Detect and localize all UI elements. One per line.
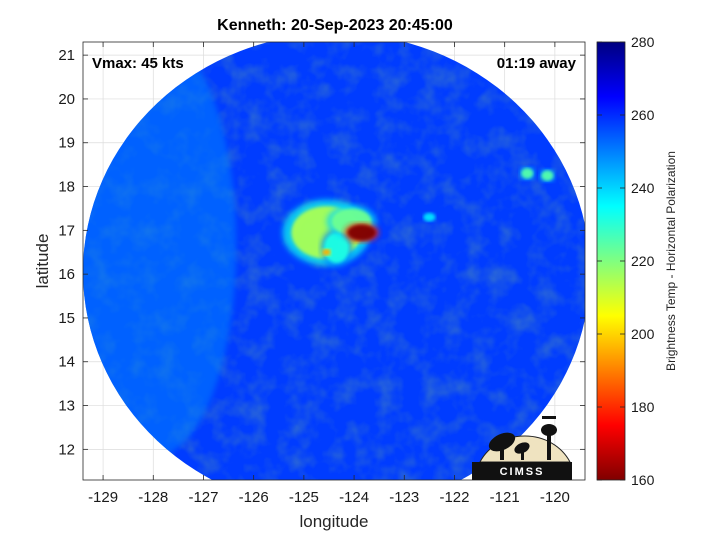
y-tick-label-3: 15 [58, 310, 75, 327]
storm-feature-3 [344, 222, 380, 243]
y-axis-label: latitude [33, 234, 52, 289]
x-tick-label-7: -122 [439, 489, 469, 506]
x-tick-label-3: -126 [239, 489, 269, 506]
colorbar: 160 180 200 220 240 260 280 Brightness Temp - … [596, 34, 678, 488]
y-tick-label-5: 17 [58, 222, 75, 239]
vmax-annotation: Vmax: 45 kts [92, 55, 184, 72]
cimss-logo: CIMSS [472, 416, 572, 480]
x-tick-label-8: -121 [490, 489, 520, 506]
colorbar-tick-label-6: 280 [631, 34, 655, 50]
y-tick-label-9: 21 [58, 47, 75, 64]
x-tick-label-4: -125 [289, 489, 319, 506]
colorbar-tick-label-0: 160 [631, 472, 655, 488]
storm-feature-7 [421, 211, 437, 223]
x-axis: -129 -128 -127 -126 -125 -124 -123 -122 -121 -120 [88, 42, 570, 506]
y-axis: 12 13 14 15 16 17 18 19 20 21 [58, 47, 585, 458]
x-tick-label-0: -129 [88, 489, 118, 506]
chart-title: Kenneth: 20-Sep-2023 20:45:00 [217, 17, 453, 34]
y-tick-label-4: 16 [58, 266, 75, 283]
storm-feature-6 [539, 169, 555, 183]
colorbar-tick-label-1: 180 [631, 399, 655, 415]
colorbar-tick-label-5: 260 [631, 107, 655, 123]
storm-feature-4 [321, 248, 332, 257]
x-tick-label-9: -120 [540, 489, 570, 506]
y-tick-label-0: 12 [58, 441, 75, 458]
storm-features [282, 166, 555, 268]
colorbar-label: Brightness Temp - Horizontal Polarizatio… [664, 151, 678, 371]
y-tick-label-2: 14 [58, 354, 75, 371]
logo-text: CIMSS [500, 466, 545, 478]
x-tick-label-6: -123 [389, 489, 419, 506]
x-tick-label-1: -128 [138, 489, 168, 506]
y-tick-label-6: 18 [58, 179, 75, 196]
colorbar-tick-label-2: 200 [631, 326, 655, 342]
x-tick-label-2: -127 [188, 489, 218, 506]
time-away-annotation: 01:19 away [497, 55, 577, 72]
storm-feature-1 [320, 228, 353, 268]
swath-layer [83, 42, 585, 480]
colorbar-ticks: 160 180 200 220 240 260 280 [597, 34, 655, 488]
storm-feature-5 [519, 166, 535, 180]
colorbar-tick-label-3: 220 [631, 253, 655, 269]
plot-frame [82, 41, 586, 481]
x-tick-label-5: -124 [339, 489, 369, 506]
y-tick-label-8: 20 [58, 91, 75, 108]
y-tick-label-1: 13 [58, 398, 75, 415]
x-axis-label: longitude [299, 512, 368, 531]
y-tick-label-7: 19 [58, 135, 75, 152]
colorbar-tick-label-4: 240 [631, 180, 655, 196]
